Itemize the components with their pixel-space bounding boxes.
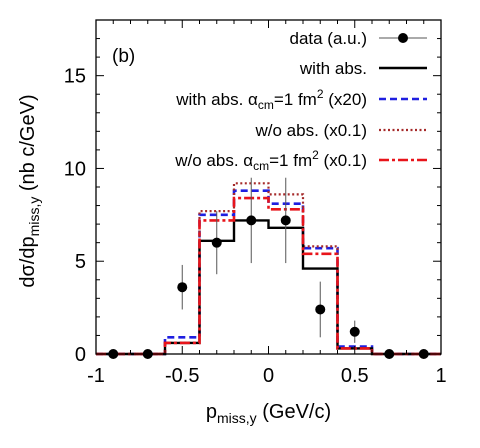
axis-labels: (b) pmiss,y (GeV/c) dσ/dpmiss,y (nb c/GeV) [17,46,331,426]
data-point [246,215,257,226]
y-axis-title: dσ/dpmiss,y (nb c/GeV) [17,94,42,287]
data-point [280,215,291,226]
y-tick-label: 5 [75,251,86,273]
data-point [349,326,360,337]
y-tick-label: 0 [75,344,86,366]
series-line-2 [96,182,441,356]
x-tick-label: 0.5 [341,365,369,387]
legend-label-3: w/o abs. (x0.1) [255,121,368,140]
x-tick-label: -1 [87,365,105,387]
legend: data (a.u.) with abs. with abs. αcm=1 fm2 … [174,29,427,173]
panel-label: (b) [112,46,135,67]
x-axis-title: pmiss,y (GeV/c) [206,401,331,426]
x-tick-label: -0.5 [165,365,199,387]
series-line-0 [96,219,441,356]
series-line-1 [96,189,441,356]
y-tick-label: 15 [64,66,86,88]
x-tick-label: 1 [435,365,446,387]
data-point [315,304,326,315]
legend-label-1: with abs. [299,59,367,78]
data-point [177,282,188,293]
legend-label-0: data (a.u.) [290,29,368,48]
x-tick-label: 0 [263,365,274,387]
series-line-3 [96,196,441,356]
plot-area [96,177,441,359]
legend-label-4: w/o abs. αcm=1 fm2 (x0.1) [174,148,367,173]
legend-swatch-data-marker [398,33,408,43]
legend-label-2: with abs. αcm=1 fm2 (x20) [175,87,367,112]
y-tick-label: 10 [64,158,86,180]
data-point [211,237,222,248]
